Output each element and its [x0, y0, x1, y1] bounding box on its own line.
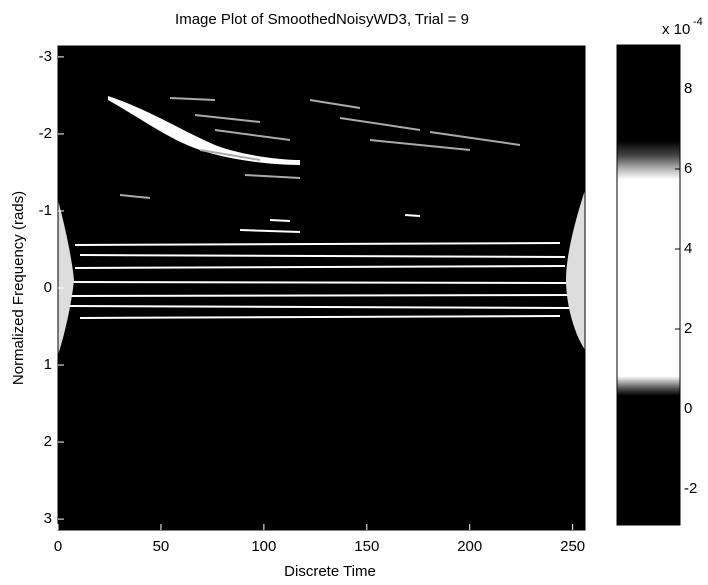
y-tick-label: 1	[44, 356, 52, 373]
y-tick-label: 0	[44, 279, 52, 296]
colorbar	[616, 44, 681, 526]
y-tick-label: -1	[39, 202, 52, 219]
y-tick-label: -2	[39, 125, 52, 142]
x-tick-label: 200	[457, 538, 482, 555]
x-tick-label: 100	[251, 538, 276, 555]
y-tick-label: -3	[39, 48, 52, 65]
colorbar-tick-label: 6	[684, 160, 692, 177]
colorbar-multiplier: x 10	[662, 21, 690, 38]
chart-title: Image Plot of SmoothedNoisyWD3, Trial = …	[175, 11, 469, 28]
colorbar-tick-label: 0	[684, 400, 692, 417]
colorbar-tick-label: -2	[684, 480, 697, 497]
x-axis-label: Discrete Time	[284, 563, 376, 580]
y-tick-label: 3	[44, 510, 52, 527]
colorbar-exponent: -4	[693, 16, 703, 28]
x-tick-label: 50	[153, 538, 170, 555]
x-tick-label: 0	[54, 538, 62, 555]
x-tick-label: 250	[560, 538, 585, 555]
x-tick-label: 150	[354, 538, 379, 555]
colorbar-tick-label: 2	[684, 320, 692, 337]
colorbar-tick-label: 8	[684, 80, 692, 97]
y-axis-label: Normalized Frequency (rads)	[10, 191, 27, 385]
y-tick-label: 2	[44, 433, 52, 450]
image	[58, 46, 585, 530]
colorbar-tick-label: 4	[684, 240, 692, 257]
